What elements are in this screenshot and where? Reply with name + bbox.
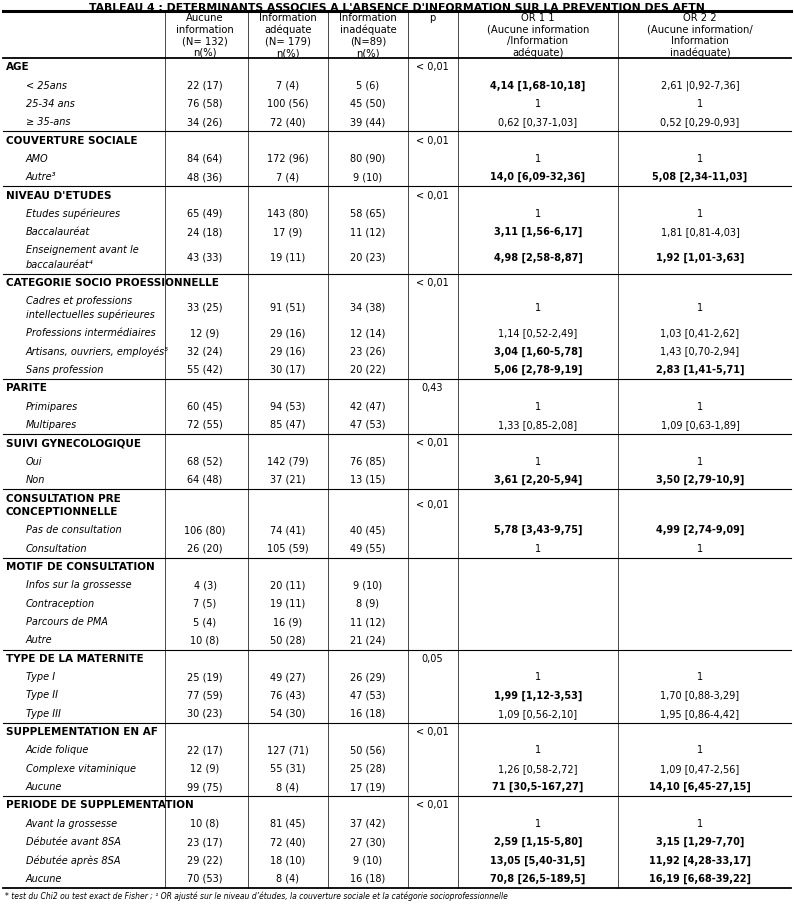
- Text: 1: 1: [697, 154, 703, 164]
- Text: 85 (47): 85 (47): [270, 420, 306, 430]
- Text: 47 (53): 47 (53): [350, 420, 386, 430]
- Text: Type III: Type III: [26, 709, 61, 719]
- Text: 7 (4): 7 (4): [276, 172, 299, 182]
- Text: Sans profession: Sans profession: [26, 365, 103, 375]
- Text: 1,43 [0,70-2,94]: 1,43 [0,70-2,94]: [661, 346, 739, 356]
- Text: 1: 1: [697, 672, 703, 682]
- Text: Pas de consultation: Pas de consultation: [26, 525, 121, 535]
- Text: < 0,01: < 0,01: [415, 278, 449, 288]
- Text: 1,95 [0,86-4,42]: 1,95 [0,86-4,42]: [661, 709, 739, 719]
- Text: < 0,01: < 0,01: [415, 727, 449, 737]
- Text: 33 (25): 33 (25): [187, 303, 223, 313]
- Text: baccalauréat⁴: baccalauréat⁴: [26, 259, 94, 269]
- Text: 80 (90): 80 (90): [350, 154, 386, 164]
- Text: 37 (42): 37 (42): [350, 819, 386, 829]
- Text: 100 (56): 100 (56): [268, 99, 309, 109]
- Text: 8 (9): 8 (9): [357, 599, 380, 609]
- Text: 84 (64): 84 (64): [187, 154, 222, 164]
- Text: 1: 1: [697, 303, 703, 313]
- Text: 72 (55): 72 (55): [187, 420, 223, 430]
- Text: 76 (85): 76 (85): [350, 456, 386, 466]
- Text: 11 (12): 11 (12): [350, 617, 386, 627]
- Text: 47 (53): 47 (53): [350, 691, 386, 701]
- Text: TYPE DE LA MATERNITE: TYPE DE LA MATERNITE: [6, 654, 144, 664]
- Text: Débutée après 8SA: Débutée après 8SA: [26, 856, 121, 866]
- Text: Etudes supérieures: Etudes supérieures: [26, 209, 120, 219]
- Text: Cadres et professions: Cadres et professions: [26, 296, 132, 306]
- Text: Autre³: Autre³: [26, 172, 56, 182]
- Text: 99 (75): 99 (75): [187, 782, 223, 792]
- Text: 50 (56): 50 (56): [350, 746, 386, 756]
- Text: 4,14 [1,68-10,18]: 4,14 [1,68-10,18]: [491, 81, 586, 91]
- Text: Information
adéquate
(N= 179)
n(%): Information adéquate (N= 179) n(%): [259, 13, 317, 59]
- Text: 81 (45): 81 (45): [270, 819, 306, 829]
- Text: 1: 1: [535, 819, 541, 829]
- Text: 7 (4): 7 (4): [276, 81, 299, 91]
- Text: 17 (19): 17 (19): [350, 782, 386, 792]
- Text: 22 (17): 22 (17): [187, 746, 223, 756]
- Text: Aucune: Aucune: [26, 782, 63, 792]
- Text: 0,05: 0,05: [421, 654, 443, 664]
- Text: TABLEAU 4 : DETERMINANTS ASSOCIES A L'ABSENCE D'INFORMATION SUR LA PREVENTION DE: TABLEAU 4 : DETERMINANTS ASSOCIES A L'AB…: [89, 3, 705, 13]
- Text: 1,81 [0,81-4,03]: 1,81 [0,81-4,03]: [661, 227, 739, 237]
- Text: < 0,01: < 0,01: [415, 62, 449, 72]
- Text: 29 (22): 29 (22): [187, 856, 223, 866]
- Text: Complexe vitaminique: Complexe vitaminique: [26, 764, 136, 774]
- Text: 10 (8): 10 (8): [191, 819, 220, 829]
- Text: CONCEPTIONNELLE: CONCEPTIONNELLE: [6, 507, 118, 517]
- Text: 55 (31): 55 (31): [270, 764, 306, 774]
- Text: Multipares: Multipares: [26, 420, 77, 430]
- Text: 1,26 [0,58-2,72]: 1,26 [0,58-2,72]: [499, 764, 578, 774]
- Text: OR 2 2
(Aucune information/
Information
inadéquate): OR 2 2 (Aucune information/ Information …: [647, 13, 753, 59]
- Text: 42 (47): 42 (47): [350, 401, 386, 411]
- Text: Type II: Type II: [26, 691, 58, 701]
- Text: 2,83 [1,41-5,71]: 2,83 [1,41-5,71]: [656, 365, 744, 375]
- Text: 25-34 ans: 25-34 ans: [26, 99, 75, 109]
- Text: 1: 1: [697, 544, 703, 553]
- Text: OR 1 1
(Aucune information
/Information
adéquate): OR 1 1 (Aucune information /Information …: [487, 13, 589, 59]
- Text: 5,08 [2,34-11,03]: 5,08 [2,34-11,03]: [653, 172, 748, 182]
- Text: 34 (26): 34 (26): [187, 117, 222, 127]
- Text: 1: 1: [697, 819, 703, 829]
- Text: Consultation: Consultation: [26, 544, 87, 553]
- Text: 0,43: 0,43: [422, 383, 443, 393]
- Text: 1: 1: [535, 303, 541, 313]
- Text: 24 (18): 24 (18): [187, 227, 222, 237]
- Text: Oui: Oui: [26, 456, 43, 466]
- Text: 43 (33): 43 (33): [187, 253, 222, 263]
- Text: 172 (96): 172 (96): [268, 154, 309, 164]
- Text: 21 (24): 21 (24): [350, 636, 386, 646]
- Text: 4,99 [2,74-9,09]: 4,99 [2,74-9,09]: [656, 525, 744, 536]
- Text: 5 (4): 5 (4): [194, 617, 217, 627]
- Text: 19 (11): 19 (11): [271, 253, 306, 263]
- Text: 74 (41): 74 (41): [270, 525, 306, 535]
- Text: 77 (59): 77 (59): [187, 691, 223, 701]
- Text: 106 (80): 106 (80): [184, 525, 225, 535]
- Text: 30 (23): 30 (23): [187, 709, 222, 719]
- Text: 0,62 [0,37-1,03]: 0,62 [0,37-1,03]: [499, 117, 577, 127]
- Text: 12 (9): 12 (9): [191, 764, 220, 774]
- Text: Non: Non: [26, 474, 45, 485]
- Text: 72 (40): 72 (40): [270, 117, 306, 127]
- Text: < 0,01: < 0,01: [415, 136, 449, 146]
- Text: 29 (16): 29 (16): [270, 346, 306, 356]
- Text: 22 (17): 22 (17): [187, 81, 223, 91]
- Text: 3,11 [1,56-6,17]: 3,11 [1,56-6,17]: [494, 227, 582, 237]
- Text: 26 (29): 26 (29): [350, 672, 386, 682]
- Text: 1: 1: [535, 209, 541, 219]
- Text: 20 (23): 20 (23): [350, 253, 386, 263]
- Text: 0,52 [0,29-0,93]: 0,52 [0,29-0,93]: [661, 117, 740, 127]
- Text: 1: 1: [535, 99, 541, 109]
- Text: 1,09 [0,56-2,10]: 1,09 [0,56-2,10]: [499, 709, 577, 719]
- Text: 9 (10): 9 (10): [353, 172, 383, 182]
- Text: 45 (50): 45 (50): [350, 99, 386, 109]
- Text: Professions intermédiaires: Professions intermédiaires: [26, 328, 156, 338]
- Text: 2,61 |0,92-7,36]: 2,61 |0,92-7,36]: [661, 81, 739, 91]
- Text: 54 (30): 54 (30): [270, 709, 306, 719]
- Text: ≥ 35-ans: ≥ 35-ans: [26, 117, 71, 127]
- Text: 16,19 [6,68-39,22]: 16,19 [6,68-39,22]: [649, 874, 751, 884]
- Text: 18 (10): 18 (10): [271, 856, 306, 866]
- Text: 16 (18): 16 (18): [350, 709, 386, 719]
- Text: 25 (19): 25 (19): [187, 672, 223, 682]
- Text: 1: 1: [535, 401, 541, 411]
